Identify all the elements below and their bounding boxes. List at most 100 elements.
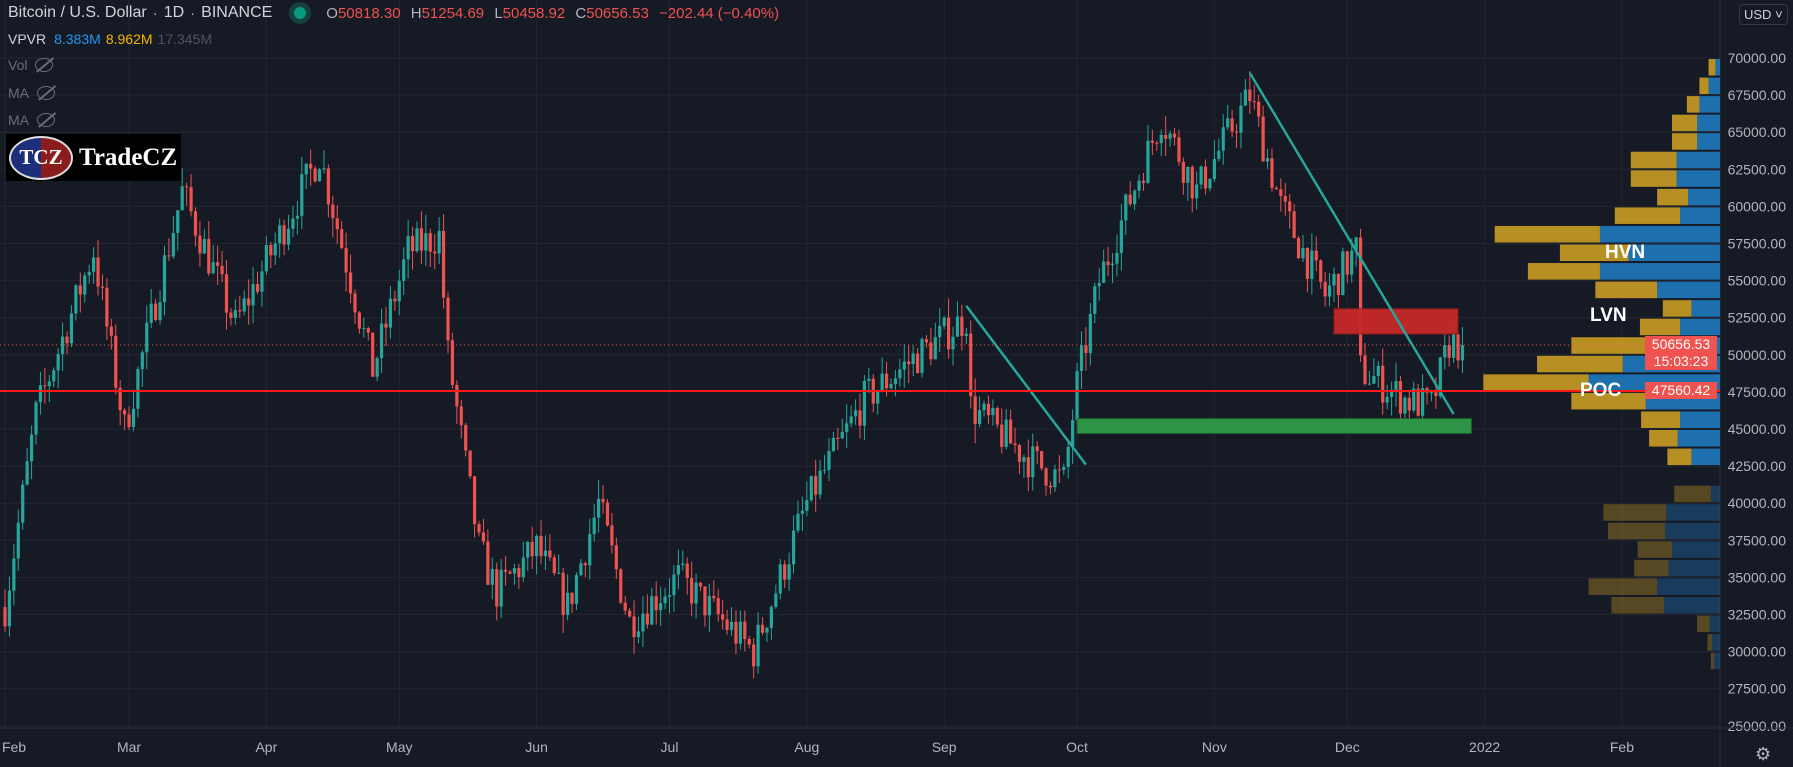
candle-body bbox=[317, 169, 322, 182]
candle-body bbox=[238, 310, 242, 312]
y-tick-label: 65000.00 bbox=[1728, 124, 1787, 140]
candle-body bbox=[269, 245, 273, 256]
candle-body bbox=[539, 535, 543, 557]
candle-body bbox=[486, 541, 490, 585]
vp-down-bar bbox=[1708, 59, 1716, 76]
vpvr-legend[interactable]: VPVR 8.383M 8.962M 17.345M bbox=[8, 31, 213, 47]
x-tick-label: Jul bbox=[661, 739, 679, 755]
settings-gear-icon[interactable]: ⚙ bbox=[1755, 744, 1772, 764]
candle-body bbox=[1053, 469, 1057, 488]
candle-body bbox=[1181, 161, 1185, 183]
candle-body bbox=[836, 437, 840, 439]
candle-body bbox=[295, 215, 299, 219]
interval[interactable]: 1D bbox=[163, 4, 185, 21]
candle-body bbox=[1128, 194, 1132, 205]
symbol-title[interactable]: Bitcoin / U.S. Dollar bbox=[8, 4, 147, 21]
candle-body bbox=[1026, 457, 1030, 478]
candle-body bbox=[721, 614, 725, 620]
candle-body bbox=[1071, 420, 1075, 447]
ma2-legend[interactable]: MA bbox=[8, 112, 55, 128]
candle-body bbox=[251, 284, 255, 306]
candle-body bbox=[304, 163, 308, 175]
candle-body bbox=[1035, 446, 1039, 452]
candle-body bbox=[375, 358, 379, 377]
candle-body bbox=[158, 302, 162, 321]
candle-body bbox=[1048, 485, 1053, 488]
candle-body bbox=[255, 284, 260, 292]
candle-body bbox=[1270, 158, 1274, 188]
candle-body bbox=[109, 326, 113, 336]
candle-body bbox=[1013, 443, 1017, 446]
bar-countdown: 15:03:23 bbox=[1653, 353, 1709, 370]
ma1-legend[interactable]: MA bbox=[8, 85, 55, 101]
candle-body bbox=[743, 621, 747, 640]
candle-body bbox=[986, 403, 991, 416]
candle-body bbox=[995, 408, 999, 425]
candle-body bbox=[207, 238, 211, 274]
candle-body bbox=[1279, 189, 1283, 196]
candle-body bbox=[92, 257, 96, 272]
candle-body bbox=[592, 517, 596, 535]
candle-body bbox=[309, 163, 313, 169]
vp-down-bar bbox=[1614, 207, 1680, 224]
hidden-eye-icon[interactable] bbox=[37, 113, 55, 127]
candle-body bbox=[1332, 273, 1336, 286]
candle-body bbox=[1327, 285, 1332, 297]
candle-body bbox=[898, 369, 902, 379]
vp-up-bar bbox=[1671, 541, 1720, 558]
candle-body bbox=[1354, 237, 1358, 251]
candle-body bbox=[193, 211, 198, 236]
candle-body bbox=[681, 563, 685, 566]
candle-body bbox=[282, 225, 286, 245]
vp-up-bar bbox=[1657, 578, 1720, 595]
candle-body bbox=[348, 272, 353, 294]
candle-body bbox=[477, 524, 481, 533]
candle-body bbox=[1252, 101, 1256, 103]
candle-body bbox=[716, 598, 720, 615]
candle-body bbox=[136, 369, 140, 409]
candle-body bbox=[588, 534, 592, 566]
ohlc-values: O50818.30 H51254.69 L50458.92 C50656.53 … bbox=[326, 4, 780, 22]
candle-body bbox=[1164, 134, 1168, 139]
candle-body bbox=[1376, 365, 1380, 377]
vp-down-bar bbox=[1527, 263, 1600, 280]
candle-body bbox=[52, 370, 56, 382]
candle-body bbox=[1168, 133, 1172, 139]
candle-body bbox=[1456, 334, 1460, 361]
candle-body bbox=[884, 373, 889, 389]
candle-body bbox=[1234, 131, 1239, 133]
candle-body bbox=[805, 500, 809, 511]
hidden-eye-icon[interactable] bbox=[35, 58, 54, 72]
x-tick-label: Dec bbox=[1335, 739, 1360, 755]
candle-body bbox=[1208, 178, 1212, 189]
candle-body bbox=[694, 582, 698, 604]
candle-body bbox=[56, 354, 60, 371]
candle-body bbox=[787, 564, 791, 580]
candle-body bbox=[1248, 89, 1252, 102]
y-tick-label: 42500.00 bbox=[1728, 458, 1787, 474]
y-tick-label: 40000.00 bbox=[1728, 495, 1787, 511]
vol-legend[interactable]: Vol bbox=[8, 57, 54, 73]
candle-body bbox=[340, 229, 344, 249]
candle-body bbox=[1305, 247, 1310, 279]
candle-body bbox=[889, 384, 893, 389]
candle-body bbox=[1217, 150, 1221, 160]
candle-body bbox=[481, 532, 486, 542]
candle-body bbox=[1159, 134, 1163, 144]
candle-body bbox=[712, 595, 716, 599]
candle-body bbox=[145, 322, 149, 353]
candle-body bbox=[1088, 313, 1092, 354]
candle-body bbox=[402, 259, 406, 281]
hidden-eye-icon[interactable] bbox=[37, 86, 55, 100]
candle-body bbox=[1257, 101, 1261, 117]
vp-up-bar bbox=[1708, 77, 1720, 95]
x-tick-label: Oct bbox=[1066, 739, 1088, 755]
candle-body bbox=[450, 340, 455, 385]
vp-down-bar bbox=[1595, 281, 1658, 299]
candle-body bbox=[446, 297, 450, 341]
candle-body bbox=[676, 565, 680, 575]
candle-body bbox=[822, 469, 827, 471]
candle-body bbox=[849, 416, 853, 424]
currency-select[interactable]: USD ˅ bbox=[1739, 4, 1788, 25]
